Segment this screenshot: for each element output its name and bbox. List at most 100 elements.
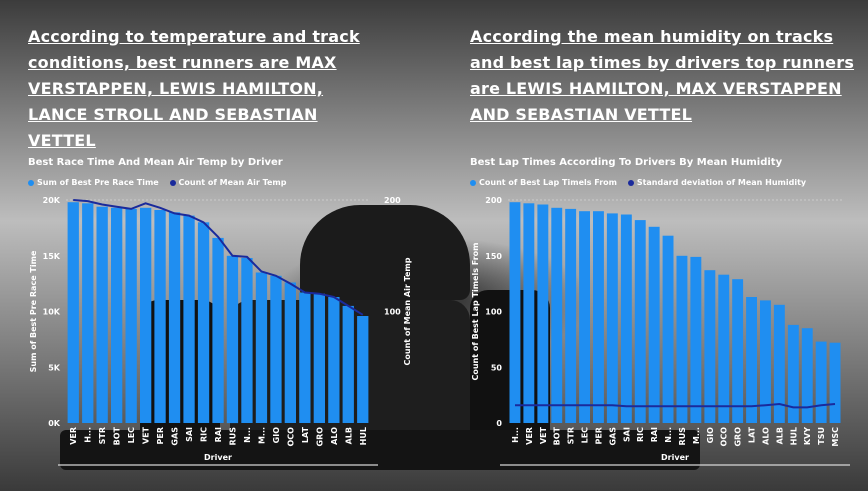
chart2-bar: [537, 204, 549, 423]
chart1-bar: [96, 206, 108, 423]
chart1-bar: [197, 222, 210, 423]
chart1-xtick-label: LEC: [127, 427, 136, 444]
chart1-legend-item-line[interactable]: Count of Mean Air Temp: [169, 178, 286, 187]
chart1-bar: [270, 275, 282, 423]
chart1-xtick-label: BOT: [113, 426, 122, 445]
chart2-scrollbar: [500, 464, 850, 466]
chart2-xtick-label: STR: [567, 427, 576, 444]
chart2-bar: [634, 220, 646, 423]
chart2-title: Best Lap Times According To Drivers By M…: [470, 157, 783, 168]
chart2-line-series: [515, 402, 836, 409]
chart1-xtick-label: GRO: [315, 427, 324, 447]
chart1-y2tick-label: 100: [384, 308, 401, 317]
chart2-xtick-label: GAS: [608, 427, 617, 446]
chart2-bar: [509, 202, 521, 423]
chart2-legend-label-line: Standard deviation of Mean Humidity: [636, 178, 807, 187]
chart2-bar: [690, 256, 702, 423]
chart2-bar: [565, 208, 577, 423]
chart2-xtick-label: RUS: [678, 427, 687, 446]
chart1-bar: [299, 292, 311, 423]
chart2-bar: [606, 213, 618, 423]
chart1-ytick-label: 15K: [43, 252, 61, 261]
chart2-ytick-label: 0: [496, 419, 502, 428]
chart2-xtick-label: MSC: [831, 427, 840, 447]
chart2-bar: [746, 297, 757, 423]
chart2-bar: [579, 211, 590, 423]
chart2-ytick-label: 50: [491, 363, 503, 372]
chart2-xtick-label: LEC: [581, 427, 590, 444]
chart1-legend-item-bars[interactable]: Sum of Best Pre Race Time: [28, 178, 159, 187]
chart2-xtick-label: H...: [511, 427, 520, 443]
chart1-xtick-label: HUL: [359, 427, 368, 445]
chart2-legend-item-bars[interactable]: Count of Best Lap Timels From: [470, 178, 617, 187]
chart2-xtick-label: HUL: [789, 427, 798, 445]
chart1-bar: [328, 297, 340, 423]
chart2-bar: [523, 203, 535, 423]
chart1-xtick-label: RIC: [200, 427, 209, 442]
chart2-bar: [676, 255, 688, 424]
chart1-xtick-label: RUS: [229, 427, 238, 446]
chart2-xtick-label: GIO: [706, 427, 715, 444]
chart2-xtick-label: PER: [595, 427, 604, 445]
chart1-bar: [140, 207, 152, 423]
chart2-bar: [787, 324, 799, 423]
chart1-xtick-label: M...: [257, 427, 266, 444]
chart2-legend-label-bars: Count of Best Lap Timels From: [479, 178, 618, 187]
chart2-bar: [551, 207, 563, 423]
chart1-scrollbar: [58, 464, 378, 466]
chart2-x-axis-title: Driver: [661, 453, 689, 462]
chart1-y2tick-label: 200: [384, 196, 401, 205]
chart1-y2-axis-title: Count of Mean Air Temp: [403, 257, 412, 365]
chart1-xtick-label: STR: [98, 427, 107, 444]
chart1-bar: [125, 208, 137, 423]
race-car-front-wing: [60, 430, 700, 470]
chart1-bar: [226, 255, 239, 424]
chart2-legend[interactable]: Count of Best Lap Timels From Standard d…: [470, 178, 814, 187]
chart1-bar: [357, 316, 369, 423]
chart2-xtick-label: N...: [664, 427, 673, 443]
chart2-bar: [593, 211, 604, 423]
chart2-bar: [829, 342, 841, 423]
chart1-xtick-label: VER: [69, 427, 78, 445]
chart1-x-axis-title: Driver: [204, 453, 232, 462]
chart2-bar: [773, 304, 785, 423]
chart1-line-series: [73, 199, 364, 316]
line-series-dot-icon: [627, 180, 634, 186]
chart1-xtick-label: OCO: [286, 427, 295, 447]
chart2-bar: [815, 341, 827, 423]
chart2-xtick-label: M...: [692, 427, 701, 444]
chart2-xtick-label: VER: [525, 427, 534, 445]
bar-series-dot-icon: [28, 180, 34, 186]
chart1-bar: [111, 207, 123, 423]
chart1-legend[interactable]: Sum of Best Pre Race Time Count of Mean …: [28, 178, 294, 187]
chart1-y-axis-title: Sum of Best Pre Race Time: [29, 250, 38, 372]
headline-left: According to temperature and track condi…: [28, 27, 360, 150]
chart2-bar: [718, 274, 730, 423]
chart2-bar: [732, 279, 744, 423]
bar-series-dot-icon: [470, 180, 476, 186]
chart1-bar: [154, 210, 166, 423]
chart2-ytick-label: 150: [485, 252, 502, 261]
chart1-xtick-label: ALB: [344, 427, 353, 444]
chart2-legend-item-line[interactable]: Standard deviation of Mean Humidity: [627, 178, 807, 187]
chart2-y-axis-title: Count of Best Lap Timels From: [471, 242, 480, 380]
headline-right: According the mean humidity on tracks an…: [470, 27, 855, 124]
chart1-xtick-label: LAT: [301, 426, 310, 443]
race-car-image: [300, 205, 470, 300]
chart1-ytick-label: 5K: [48, 363, 61, 372]
chart2-ytick-label: 200: [485, 196, 502, 205]
chart1-xtick-label: GIO: [272, 427, 281, 444]
chart1-bar: [212, 237, 224, 423]
chart1-ytick-label: 20K: [43, 196, 61, 205]
chart1-xtick-label: VET: [142, 426, 151, 444]
chart2-xtick-label: RIC: [636, 427, 645, 442]
chart1-bar: [168, 212, 181, 423]
chart2-bar: [801, 328, 813, 423]
chart1-bar: [67, 202, 79, 423]
chart2-ytick-label: 100: [485, 308, 502, 317]
chart1-bar: [284, 282, 296, 423]
chart1-xtick-label: SAI: [185, 427, 194, 442]
chart2-xtick-label: TSU: [817, 427, 826, 445]
chart2-bar: [648, 226, 660, 423]
